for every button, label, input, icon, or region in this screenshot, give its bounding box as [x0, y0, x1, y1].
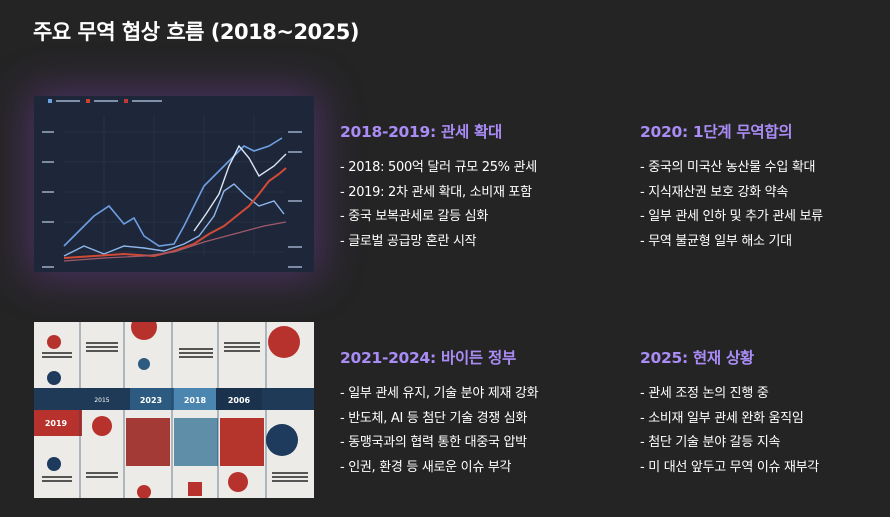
- timeline-year-label: 2019: [45, 419, 68, 428]
- list-item: - 소비재 일부 관세 완화 움직임: [640, 410, 804, 426]
- section-heading: 2021-2024: 바이든 정부: [340, 349, 516, 367]
- section-heading: 2018-2019: 관세 확대: [340, 123, 502, 141]
- list-item: - 무역 불균형 일부 해소 기대: [640, 233, 792, 249]
- bullet-list: - 관세 조정 논의 진행 중 - 소비재 일부 관세 완화 움직임 - 첨단 …: [640, 382, 870, 480]
- list-item: - 일부 관세 유지, 기술 분야 제재 강화: [340, 386, 539, 401]
- list-item: - 미 대선 앞두고 무역 이슈 재부각: [640, 459, 819, 475]
- list-item: - 중국 보복관세로 갈등 심화: [340, 209, 488, 224]
- timeline-infographic-image: 2019 2015 2023 2018 2006: [34, 322, 314, 498]
- section-heading: 2020: 1단계 무역합의: [640, 123, 793, 141]
- section-2018-2019: 2018-2019: 관세 확대 - 2018: 500억 달러 규모 25% …: [340, 120, 570, 254]
- list-item: - 중국의 미국산 농산물 수입 확대: [640, 160, 816, 175]
- chart-image: [34, 96, 314, 272]
- timeline-year-label: 2006: [228, 396, 251, 405]
- list-item: - 첨단 기술 분야 갈등 지속: [640, 435, 781, 450]
- section-2020: 2020: 1단계 무역합의 - 중국의 미국산 농산물 수입 확대 - 지식재…: [640, 120, 870, 254]
- list-item: - 2018: 500억 달러 규모 25% 관세: [340, 160, 537, 175]
- section-2025: 2025: 현재 상황 - 관세 조정 논의 진행 중 - 소비재 일부 관세 …: [640, 346, 870, 480]
- bullet-list: - 2018: 500억 달러 규모 25% 관세 - 2019: 2차 관세 …: [340, 156, 570, 254]
- list-item: - 일부 관세 인하 및 추가 관세 보류: [640, 209, 823, 224]
- timeline-year-label: 2023: [140, 396, 162, 405]
- page-title: 주요 무역 협상 흐름 (2018~2025): [33, 20, 360, 44]
- bullet-list: - 일부 관세 유지, 기술 분야 제재 강화 - 반도체, AI 등 첨단 기…: [340, 382, 570, 480]
- list-item: - 동맹국과의 협력 통한 대중국 압박: [340, 435, 527, 450]
- bullet-list: - 중국의 미국산 농산물 수입 확대 - 지식재산권 보호 강화 약속 - 일…: [640, 156, 870, 254]
- timeline-year-label: 2015: [94, 397, 109, 404]
- list-item: - 글로벌 공급망 혼란 시작: [340, 233, 477, 249]
- list-item: - 반도체, AI 등 첨단 기술 경쟁 심화: [340, 410, 528, 426]
- timeline-year-label: 2018: [184, 396, 207, 405]
- list-item: - 관세 조정 논의 진행 중: [640, 386, 769, 401]
- section-heading: 2025: 현재 상황: [640, 349, 754, 367]
- list-item: - 지식재산권 보호 강화 약속: [640, 184, 788, 200]
- list-item: - 2019: 2차 관세 확대, 소비재 포함: [340, 184, 532, 200]
- list-item: - 인권, 환경 등 새로운 이슈 부각: [340, 459, 512, 475]
- section-2021-2024: 2021-2024: 바이든 정부 - 일부 관세 유지, 기술 분야 제재 강…: [340, 346, 570, 480]
